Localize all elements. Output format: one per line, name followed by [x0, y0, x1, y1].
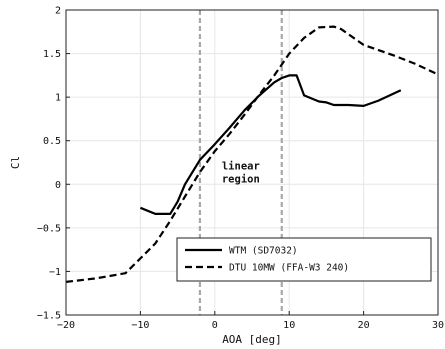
x-tick-label-3: 10	[283, 320, 295, 331]
x-tick-label-1: −10	[131, 320, 149, 331]
legend: WTM (SD7032) DTU 10MW (FFA-W3 240)	[176, 237, 432, 282]
linear-region-annotation-line1: linear	[222, 161, 260, 173]
series	[65, 25, 439, 283]
x-tick-label-0: −20	[57, 320, 75, 331]
y-tick-label-2: −0.5	[37, 223, 61, 234]
y-tick-label-1: −1	[49, 267, 61, 278]
y-tick-label-3: 0	[55, 180, 61, 191]
linear-region-bounds	[198, 10, 283, 315]
linear-region-annotation-line2: region	[222, 174, 260, 186]
y-tick-label-0: −1.5	[37, 311, 61, 322]
y-tick-label-5: 1	[55, 93, 61, 104]
x-tick-label-4: 20	[358, 320, 370, 331]
x-tick-label-5: 30	[432, 320, 444, 331]
series-line-0	[139, 74, 402, 215]
y-tick-label-7: 2	[55, 6, 61, 17]
y-tick-label-6: 1.5	[43, 49, 61, 60]
x-tick-label-2: 0	[212, 320, 218, 331]
tick-labels: −20 −10 0 10 20 30 −1.5 −1 −0.5 0 0.5 1 1.5 2	[37, 6, 444, 332]
y-tick-label-4: 0.5	[43, 136, 61, 147]
legend-label-1: DTU 10MW (FFA-W3 240)	[229, 263, 349, 274]
legend-label-0: WTM (SD7032)	[229, 246, 298, 257]
legend-box	[176, 237, 432, 282]
plot-frame	[65, 9, 439, 316]
x-axis-label: AOA [deg]	[222, 333, 282, 346]
y-axis-label: Cl	[9, 156, 22, 169]
series-line-1	[65, 25, 439, 283]
